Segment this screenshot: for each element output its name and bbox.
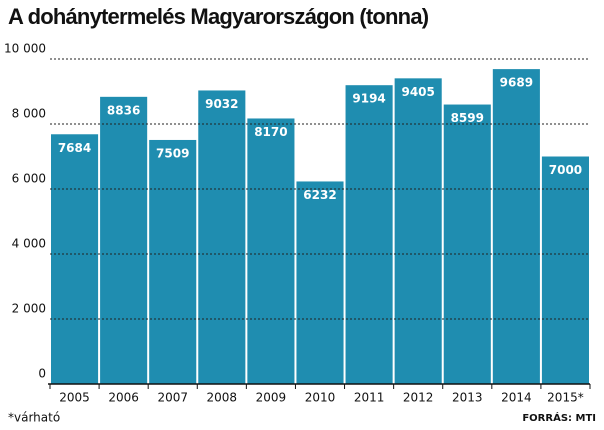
x-tick-label: 2008 (207, 391, 238, 405)
bar (247, 118, 295, 384)
value-label: 8599 (451, 111, 484, 125)
value-label: 9689 (500, 76, 533, 90)
value-label: 9194 (352, 92, 385, 106)
y-tick-label: 0 (38, 367, 46, 381)
x-tick-label: 2014 (501, 391, 532, 405)
value-label: 6232 (303, 188, 336, 202)
chart-title: A dohánytermelés Magyarországon (tonna) (8, 4, 429, 29)
bar (296, 181, 344, 384)
y-tick-label: 4 000 (12, 237, 46, 251)
y-tick-label: 2 000 (12, 302, 46, 316)
x-tick-label: 2010 (305, 391, 336, 405)
value-label: 7684 (58, 141, 91, 155)
bar (51, 134, 99, 384)
value-label: 8170 (254, 125, 287, 139)
bar (149, 139, 197, 384)
value-label: 8836 (107, 103, 140, 117)
bar (345, 85, 393, 384)
bar (541, 156, 589, 384)
y-tick-label: 6 000 (12, 172, 46, 186)
footnote: *várható (8, 411, 60, 425)
source: FORRÁS: MTI (522, 411, 596, 424)
x-tick-label: 2015* (547, 391, 584, 405)
x-tick-label: 2007 (157, 391, 188, 405)
x-tick-label: 2012 (403, 391, 434, 405)
bar (100, 96, 148, 384)
bar (443, 104, 491, 384)
x-tick-label: 2005 (59, 391, 90, 405)
x-tick-label: 2006 (108, 391, 139, 405)
value-label: 7509 (156, 146, 189, 160)
value-label: 9405 (401, 85, 434, 99)
bar (492, 69, 540, 385)
x-tick-label: 2011 (354, 391, 385, 405)
x-tick-label: 2009 (256, 391, 287, 405)
x-tick-label: 2013 (452, 391, 483, 405)
y-tick-label: 8 000 (12, 107, 46, 121)
bar (394, 78, 442, 385)
value-label: 9032 (205, 97, 238, 111)
y-tick-label: 10 000 (4, 42, 46, 56)
bar (198, 90, 246, 385)
value-label: 7000 (549, 163, 582, 177)
